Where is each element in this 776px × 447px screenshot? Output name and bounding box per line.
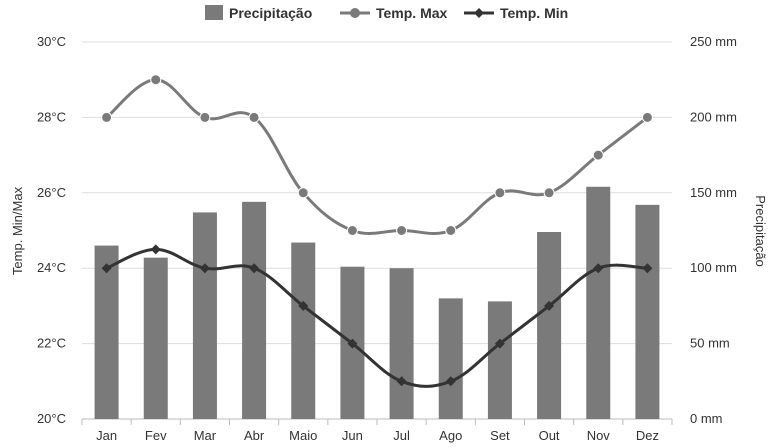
precipitation-bar	[389, 268, 414, 419]
temp-min-point	[347, 338, 358, 349]
temp-min-point	[494, 338, 505, 349]
x-tick-label: Fev	[145, 428, 167, 443]
x-tick-label: Mar	[194, 428, 217, 443]
legend: Precipitação Temp. Max Temp. Min	[205, 5, 568, 21]
temp-max-point	[494, 187, 506, 199]
legend-label-temp-max: Temp. Max	[376, 5, 448, 21]
y-left-tick-label: 26°C	[37, 185, 66, 200]
precipitation-bar	[635, 204, 660, 419]
temp-min-point	[199, 263, 210, 274]
temp-min-point	[593, 263, 604, 274]
y-axis-right-title: Precipitação	[753, 195, 768, 267]
precipitation-bar	[487, 301, 512, 419]
y-right-tick-label: 250 mm	[690, 34, 737, 49]
temp-min-point	[298, 300, 309, 311]
legend-label-temp-min: Temp. Min	[500, 5, 568, 21]
precipitation-bar	[143, 257, 168, 419]
temp-min-point	[150, 244, 161, 255]
y-left-tick-label: 24°C	[37, 260, 66, 275]
legend-swatch-precipitation	[205, 5, 223, 20]
temp-min-point	[445, 376, 456, 387]
x-tick-label: Nov	[587, 428, 611, 443]
x-tick-label: Out	[539, 428, 560, 443]
temp-max-point	[396, 225, 408, 236]
y-left-tick-label: 20°C	[37, 411, 66, 426]
precipitation-bars	[94, 186, 660, 419]
y-right-tick-label: 0 mm	[690, 411, 723, 426]
temp-max-point	[641, 111, 653, 123]
temp-min-line	[105, 247, 648, 388]
precipitation-bar	[94, 245, 119, 419]
x-tick-label: Ago	[439, 428, 462, 443]
y-left-tick-label: 28°C	[37, 109, 66, 124]
temperature-lines	[101, 74, 653, 388]
temp-max-point	[199, 111, 211, 123]
temp-max-point	[543, 187, 555, 199]
y-right-tick-label: 200 mm	[690, 109, 737, 124]
temp-min-point	[101, 263, 112, 274]
temp-min-point	[544, 300, 555, 311]
y-axis-left-title: Temp. Min/Max	[10, 186, 25, 275]
temp-max-point	[445, 225, 457, 236]
x-tick-label: Dez	[636, 428, 659, 443]
legend-label-precipitation: Precipitação	[229, 5, 312, 21]
precipitation-bar	[192, 212, 217, 419]
y-right-tick-label: 100 mm	[690, 260, 737, 275]
legend-marker-temp-max	[350, 8, 360, 18]
x-tick-label: Abr	[244, 428, 265, 443]
y-left-tick-label: 22°C	[37, 336, 66, 351]
y-right-tick-label: 50 mm	[690, 336, 730, 351]
temp-min-point	[249, 263, 260, 274]
temp-min-point	[642, 263, 653, 274]
legend-marker-temp-min	[474, 8, 484, 18]
gridlines	[82, 41, 672, 420]
precipitation-bar	[242, 201, 267, 419]
x-tick-label: Set	[490, 428, 510, 443]
precipitation-bar	[537, 232, 562, 419]
x-tick-label: Jan	[96, 428, 117, 443]
temp-max-point	[150, 74, 162, 86]
x-tick-label: Jun	[342, 428, 363, 443]
axes: 20°C 0 mm 22°C 50 mm 24°C 100 mm 26°C 150 mm 28°…	[37, 34, 737, 443]
x-tick-label: Maio	[289, 428, 317, 443]
temp-max-point	[592, 149, 604, 161]
temp-max-point	[101, 111, 113, 123]
y-left-tick-label: 30°C	[37, 34, 66, 49]
x-tick-label: Jul	[393, 428, 410, 443]
y-right-tick-label: 150 mm	[690, 185, 737, 200]
temp-max-point	[297, 187, 309, 199]
temp-max-point	[346, 225, 358, 236]
precipitation-bar	[586, 186, 611, 419]
precipitation-bar	[438, 298, 463, 419]
temp-max-point	[248, 111, 260, 123]
temp-min-point	[396, 376, 407, 387]
precipitation-bar	[291, 242, 316, 419]
temp-max-line	[105, 78, 649, 235]
